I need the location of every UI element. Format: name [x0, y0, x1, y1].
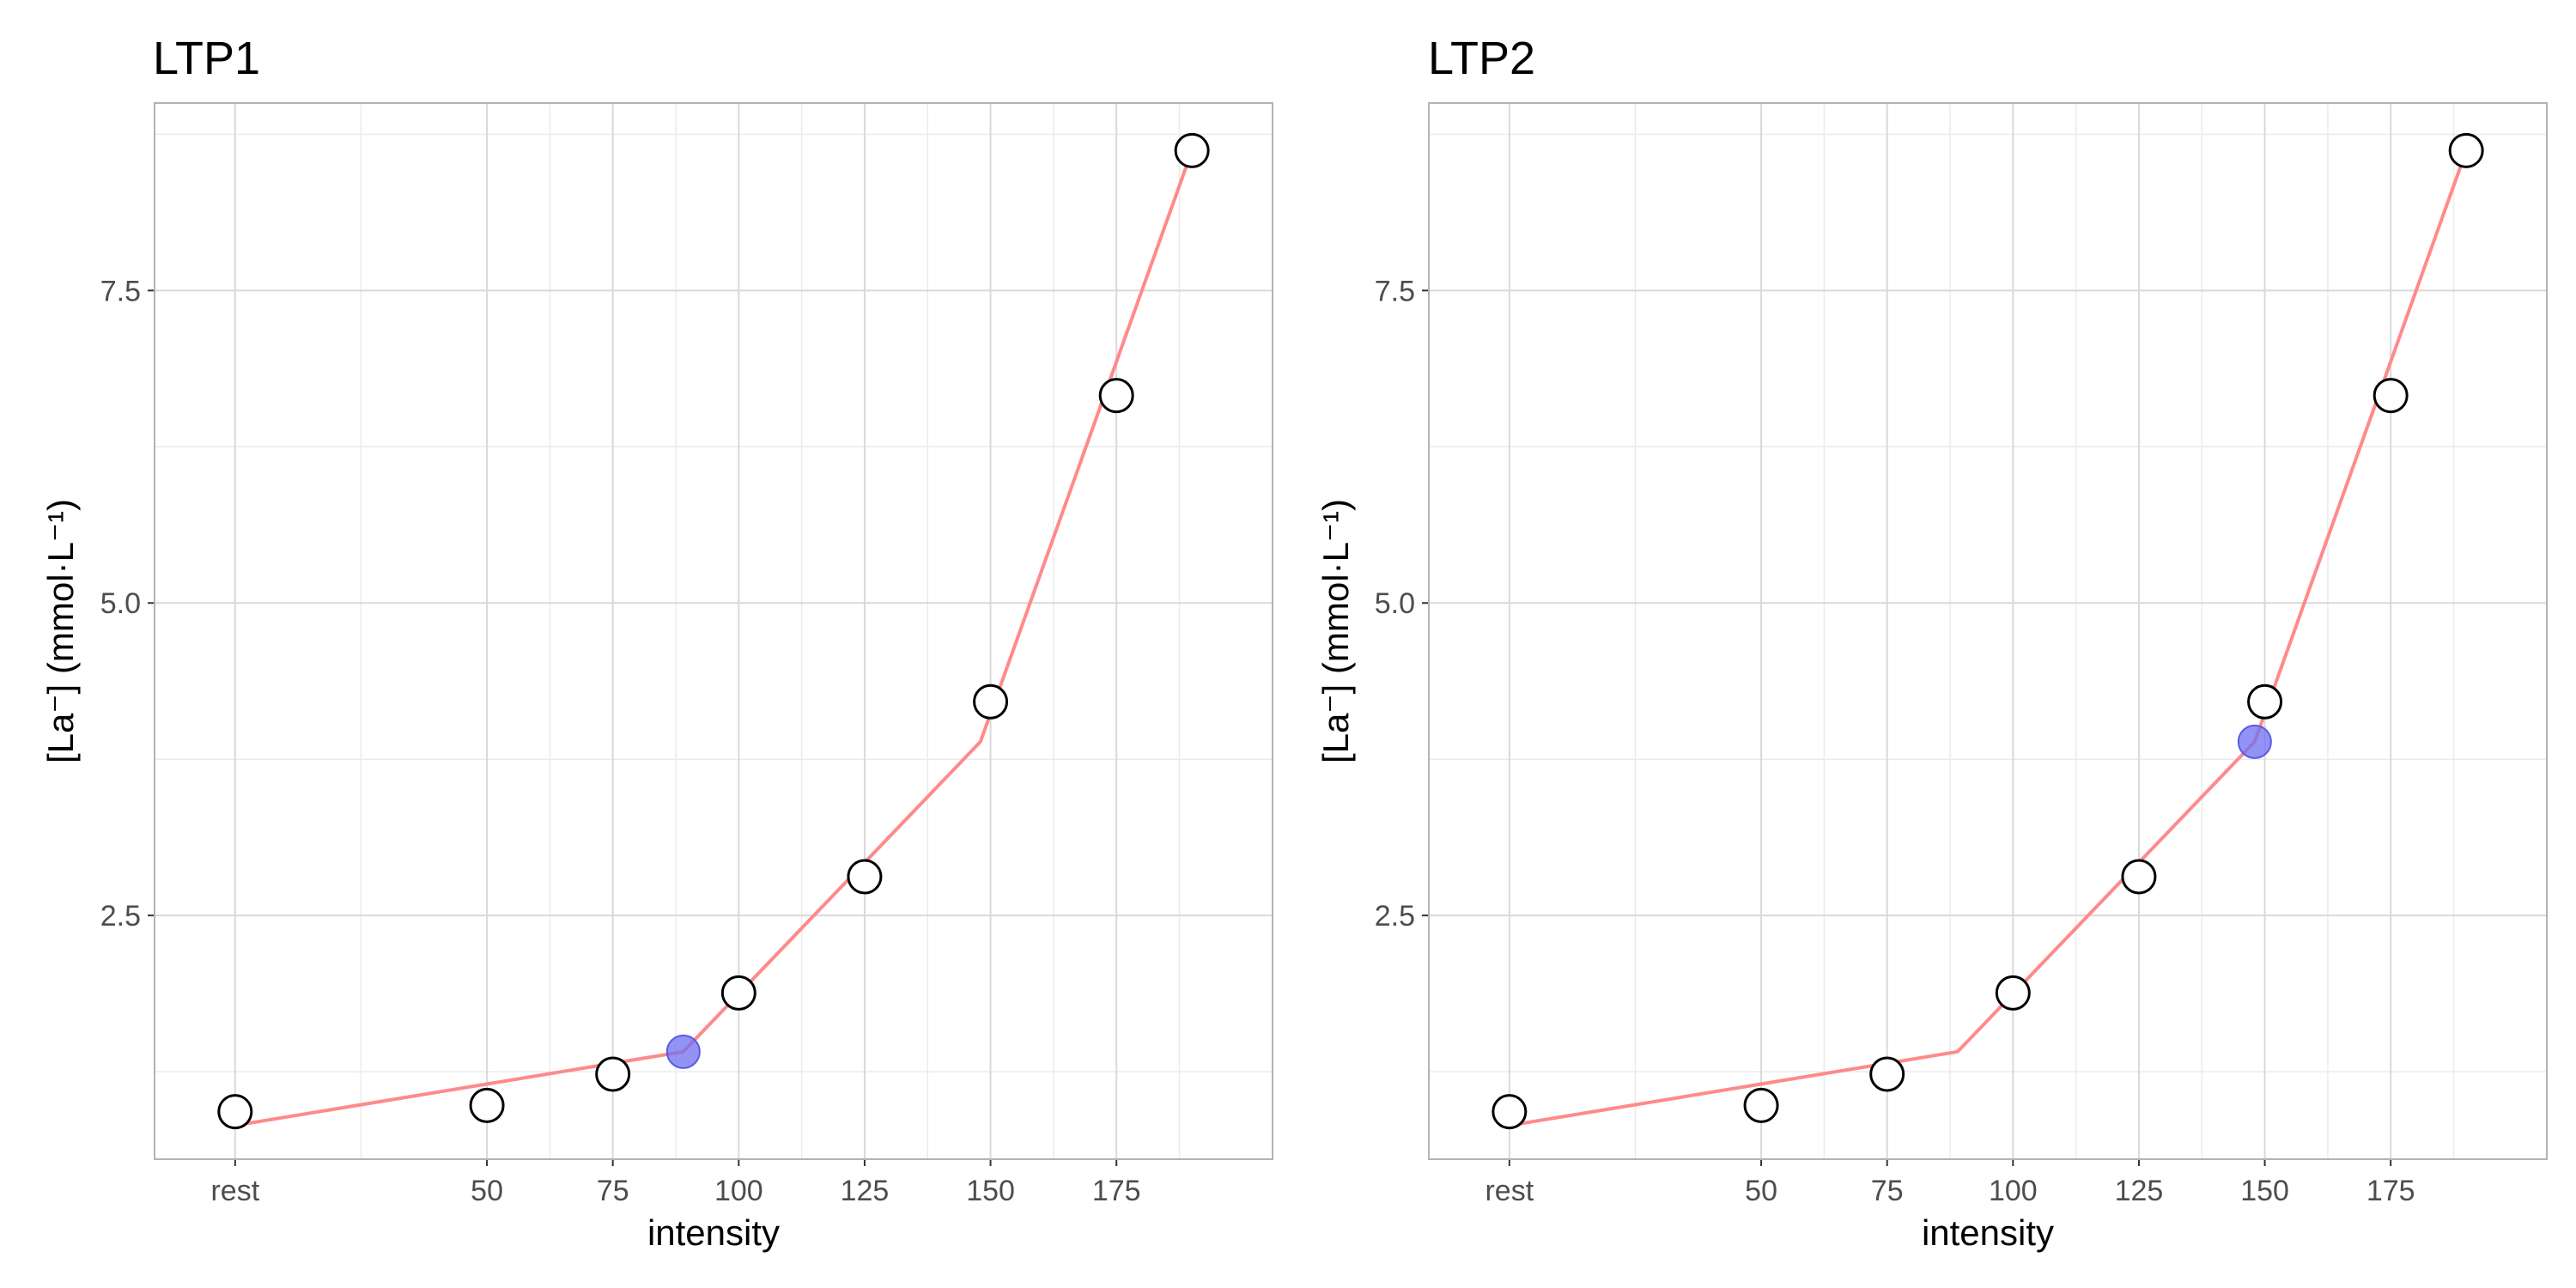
observed-point — [2448, 132, 2484, 168]
x-tick-label: 75 — [1871, 1175, 1904, 1207]
observed-point — [1869, 1056, 1905, 1092]
panel-title: LTP1 — [153, 33, 260, 84]
y-axis-title: [La⁻] (mmol·L⁻¹) — [1315, 499, 1356, 763]
plot-background — [1429, 103, 2547, 1159]
observed-point — [720, 975, 756, 1011]
y-tick-label: 2.5 — [1375, 900, 1415, 933]
observed-point — [1492, 1094, 1528, 1130]
observed-point — [1098, 378, 1134, 414]
x-tick-label: 125 — [841, 1175, 890, 1207]
y-tick-label: 7.5 — [1375, 275, 1415, 307]
observed-point — [1743, 1087, 1779, 1123]
x-axis-title: intensity — [647, 1212, 780, 1253]
fit-line — [234, 149, 1194, 1127]
observed-point — [973, 683, 1009, 720]
x-tick-label: 175 — [1092, 1175, 1141, 1207]
observed-point — [1174, 132, 1210, 168]
threshold-point — [2237, 724, 2272, 759]
observed-point — [847, 859, 883, 895]
x-tick-label: 100 — [1989, 1175, 2038, 1207]
observed-point — [2247, 683, 2283, 720]
x-tick-label: 150 — [2240, 1175, 2289, 1207]
y-tick-label: 7.5 — [100, 275, 141, 307]
observed-point — [217, 1094, 253, 1130]
x-tick-label: 100 — [714, 1175, 763, 1207]
y-tick-label: 5.0 — [1375, 587, 1415, 620]
x-tick-label: rest — [210, 1175, 259, 1207]
panel-title: LTP2 — [1428, 33, 1535, 84]
x-tick-label: 125 — [2115, 1175, 2164, 1207]
y-tick-label: 2.5 — [100, 900, 141, 933]
x-tick-label: 75 — [597, 1175, 629, 1207]
y-tick-label: 5.0 — [100, 587, 141, 620]
y-axis-title: [La⁻] (mmol·L⁻¹) — [40, 499, 81, 763]
fit-line — [1509, 149, 2469, 1127]
x-tick-label: 175 — [2366, 1175, 2415, 1207]
x-axis-title: intensity — [1922, 1212, 2054, 1253]
plot-border — [1428, 102, 2548, 1160]
panel-ltp1: LTP1 intensity [La⁻] (mmol·L⁻¹) rest 50 75… — [40, 33, 1273, 1253]
plot-area: rest 50 75 100 125 150 175 2.5 5.0 7.5 — [1375, 102, 2548, 1207]
observed-point — [2121, 859, 2157, 895]
threshold-point — [665, 1034, 701, 1069]
plot-border — [154, 102, 1273, 1160]
x-tick-label: 150 — [966, 1175, 1015, 1207]
x-tick-label: 50 — [1745, 1175, 1777, 1207]
observed-point — [1995, 975, 2031, 1011]
plot-background — [155, 103, 1273, 1159]
plot-area: rest 50 75 100 125 150 175 2.5 5.0 7.5 — [100, 102, 1273, 1207]
observed-point — [595, 1056, 631, 1092]
x-tick-label: rest — [1485, 1175, 1534, 1207]
x-tick-label: 50 — [471, 1175, 503, 1207]
observed-point — [469, 1087, 505, 1123]
observed-point — [2372, 378, 2409, 414]
panel-ltp2: LTP2 intensity [La⁻] (mmol·L⁻¹) rest 50 75… — [1315, 33, 2548, 1253]
